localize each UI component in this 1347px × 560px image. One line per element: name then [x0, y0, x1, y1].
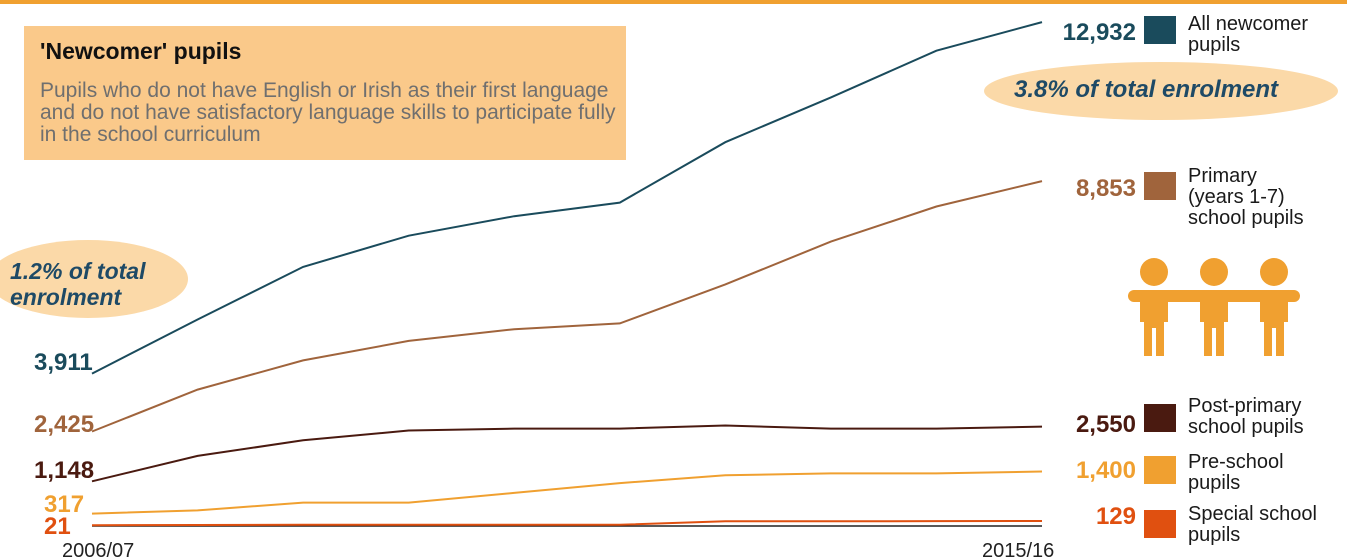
legend-swatch — [1144, 456, 1176, 484]
legend-label-line: (years 1-7) — [1188, 186, 1285, 208]
series-line — [91, 520, 1043, 527]
series-layer — [91, 21, 1043, 527]
start-value-label: 2,425 — [34, 411, 94, 438]
start-share-annotation: 1.2% of total enrolment — [10, 258, 146, 310]
value-label-layer: 3,911 12,932 2,425 8,853 1,148 2,550 317 1,400 2… — [34, 19, 1136, 540]
series-line — [91, 470, 1043, 515]
series-line — [91, 424, 1043, 483]
series-line — [91, 21, 1043, 375]
end-value-label: 2,550 — [1076, 411, 1136, 438]
legend-label: Pre-school pupils — [1188, 452, 1347, 494]
legend-label-line: school pupils — [1188, 207, 1304, 229]
end-share-annotation: 3.8% of total enrolment — [1014, 76, 1279, 103]
legend-label: Post-primary school pupils — [1188, 396, 1347, 438]
series-line — [91, 180, 1043, 433]
legend-label-line: pupils — [1188, 34, 1241, 56]
legend-label-line: pupils — [1188, 472, 1241, 494]
start-value-label: 21 — [44, 513, 71, 540]
definition-box: 'Newcomer' pupils Pupils who do not have… — [24, 26, 626, 160]
legend-label: All newcomer pupils — [1188, 14, 1347, 56]
legend-swatch — [1144, 510, 1176, 538]
start-value-label: 3,911 — [34, 349, 93, 376]
x-tick-label: 2015/16 — [982, 540, 1054, 560]
legend-label-line: school pupils — [1188, 416, 1304, 438]
people-icon — [1128, 258, 1300, 356]
legend-label-line: All newcomer — [1188, 13, 1309, 35]
legend-label-line: Pre-school — [1188, 451, 1284, 473]
legend-swatch — [1144, 404, 1176, 432]
end-share-ellipse — [984, 62, 1338, 120]
end-value-label: 129 — [1096, 503, 1136, 530]
legend-label-line: Primary — [1188, 165, 1257, 187]
legend-label-line: pupils — [1188, 524, 1241, 546]
start-value-label: 1,148 — [34, 457, 94, 484]
definition-body: Pupils who do not have English or Irish … — [40, 79, 616, 146]
start-value-label: 317 — [44, 491, 84, 518]
end-value-label: 1,400 — [1076, 457, 1136, 484]
legend-swatch — [1144, 172, 1176, 200]
legend-swatch — [1144, 16, 1176, 44]
legend-label: Primary (years 1-7) school pupils — [1188, 166, 1347, 229]
x-tick-label: 2006/07 — [62, 540, 134, 560]
start-share-ellipse — [0, 240, 188, 318]
end-value-label: 12,932 — [1063, 19, 1136, 46]
legend-label-line: Special school — [1188, 503, 1317, 525]
end-value-label: 8,853 — [1076, 175, 1136, 202]
top-rule — [0, 0, 1347, 4]
legend-label: Special school pupils — [1188, 504, 1347, 546]
definition-title: 'Newcomer' pupils — [40, 38, 242, 64]
legend-label-line: Post-primary — [1188, 395, 1302, 417]
